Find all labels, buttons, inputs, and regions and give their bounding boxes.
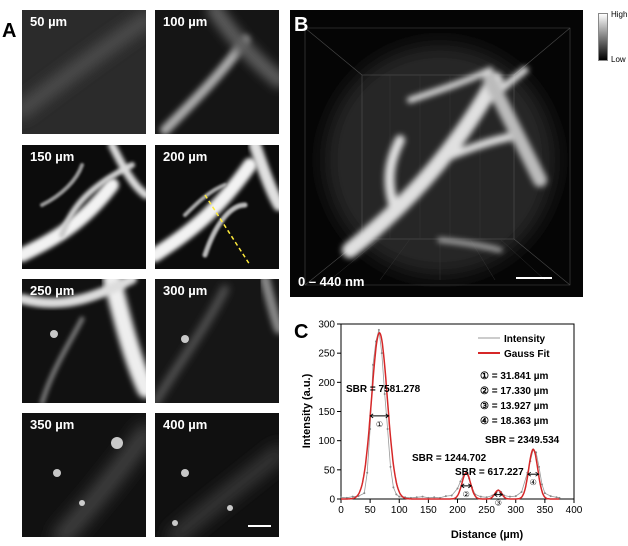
y-tick-label: 50	[324, 465, 336, 476]
intensity-point	[450, 494, 453, 497]
depth-label: 300 µm	[163, 283, 208, 298]
depth-range-label: 0 – 440 nm	[298, 274, 365, 289]
intensity-point	[380, 352, 383, 355]
legend-gauss: Gauss Fit	[504, 349, 550, 360]
intensity-point	[389, 465, 392, 468]
intensity-point	[383, 393, 386, 395]
intensity-point	[520, 491, 523, 493]
bounding-box	[304, 27, 571, 286]
depth-label: 350 µm	[30, 417, 75, 432]
intensity-point	[549, 495, 552, 498]
intensity-point	[444, 495, 447, 498]
x-tick-label: 200	[449, 505, 466, 516]
x-tick-label: 350	[537, 505, 554, 516]
intensity-point	[340, 496, 342, 499]
intensity-point	[540, 483, 543, 486]
intensity-point	[415, 496, 418, 499]
legend-intensity: Intensity	[504, 334, 546, 345]
panel-c-letter: C	[294, 321, 308, 343]
width-1: ① = 31.841 µm	[480, 371, 548, 382]
peak-marker: ②	[463, 490, 470, 499]
depth-tile: 400 µm	[155, 413, 279, 537]
peak-marker: ③	[495, 499, 502, 508]
intensity-point	[386, 428, 389, 430]
intensity-point	[392, 486, 395, 489]
intensity-point	[456, 487, 459, 490]
x-tick-label: 100	[391, 505, 408, 516]
panel-a-letter: A	[2, 20, 17, 42]
x-tick-label: 300	[507, 505, 524, 516]
y-tick-label: 150	[318, 407, 335, 418]
width-annotations: ① = 31.841 µm ② = 17.330 µm ③ = 13.927 µ…	[480, 371, 548, 427]
intensity-point	[479, 495, 482, 498]
panel-b-3d-render: B 0 – 440 nm	[290, 10, 583, 297]
panel-c-profile-chart: 0 50 100 150 200 250 300 350 400 0 50 100 150 200 250 3…	[290, 305, 626, 542]
profile-chart-svg: 0 50 100 150 200 250 300 350 400 0 50 100 150 200 250 3…	[294, 320, 583, 542]
y-tick-label: 200	[318, 378, 335, 389]
colorbar-high-label: High	[611, 10, 628, 19]
fwhm-arrows	[369, 413, 390, 419]
colorbar	[598, 13, 608, 61]
sbr-4: SBR = 2349.534	[485, 435, 560, 446]
intensity-point	[555, 496, 558, 499]
intensity-point	[398, 495, 401, 498]
width-2: ② = 17.330 µm	[480, 386, 548, 397]
intensity-point	[543, 492, 546, 495]
depth-label: 250 µm	[30, 283, 75, 298]
vessels	[342, 66, 547, 258]
peak-marker: ①	[376, 420, 383, 429]
x-tick-label: 0	[338, 505, 344, 516]
peak-marker: ④	[530, 478, 537, 487]
fwhm-arrows	[527, 471, 540, 477]
x-tick-label: 150	[420, 505, 437, 516]
depth-label: 100 µm	[163, 14, 208, 29]
depth-label: 200 µm	[163, 149, 208, 164]
fwhm-arrows	[460, 483, 473, 489]
legend: Intensity Gauss Fit	[478, 334, 550, 360]
intensity-point	[377, 328, 380, 331]
intensity-point	[459, 480, 462, 483]
depth-label: 150 µm	[30, 149, 75, 164]
intensity-point	[514, 495, 517, 498]
panel-b-letter: B	[294, 14, 309, 36]
fwhm-arrows	[493, 492, 504, 497]
y-tick-label: 100	[318, 436, 335, 447]
y-axis-label: Intensity (a.u.)	[301, 373, 313, 448]
gauss-fit-line	[341, 331, 560, 500]
panel-b-volume	[290, 10, 583, 297]
sbr-annotations: SBR = 7581.278 SBR = 1244.702 SBR = 617.…	[346, 384, 560, 478]
depth-label: 50 µm	[30, 14, 68, 29]
x-tick-label: 250	[478, 505, 495, 516]
x-axis-label: Distance (µm)	[451, 529, 524, 541]
depth-tile: 250 µm	[22, 279, 146, 403]
y-tick-label: 0	[329, 495, 335, 506]
depth-tile: 200 µm	[155, 145, 279, 269]
intensity-point	[433, 496, 436, 499]
x-tick-label: 400	[566, 505, 583, 516]
intensity-point	[421, 495, 424, 498]
depth-tile: 300 µm	[155, 279, 279, 403]
width-3: ③ = 13.927 µm	[480, 401, 548, 412]
x-tick-label: 50	[365, 505, 377, 516]
depth-tile: 50 µm	[22, 10, 146, 134]
sbr-1: SBR = 7581.278	[346, 384, 421, 395]
intensity-point	[395, 493, 398, 496]
sbr-3: SBR = 617.227	[455, 467, 524, 478]
y-tick-label: 250	[318, 349, 335, 360]
y-tick-label: 300	[318, 320, 335, 331]
intensity-point	[363, 492, 366, 495]
intensity-point	[351, 495, 354, 498]
sbr-2: SBR = 1244.702	[412, 453, 487, 464]
intensity-point	[508, 495, 511, 498]
colorbar-low-label: Low	[611, 55, 626, 64]
depth-tile: 350 µm	[22, 413, 146, 537]
depth-tile: 100 µm	[155, 10, 279, 134]
depth-label: 400 µm	[163, 417, 208, 432]
intensity-point	[538, 465, 541, 468]
intensity-point	[485, 496, 488, 499]
intensity-point	[366, 471, 369, 474]
depth-tile: 150 µm	[22, 145, 146, 269]
width-4: ④ = 18.363 µm	[480, 416, 548, 427]
